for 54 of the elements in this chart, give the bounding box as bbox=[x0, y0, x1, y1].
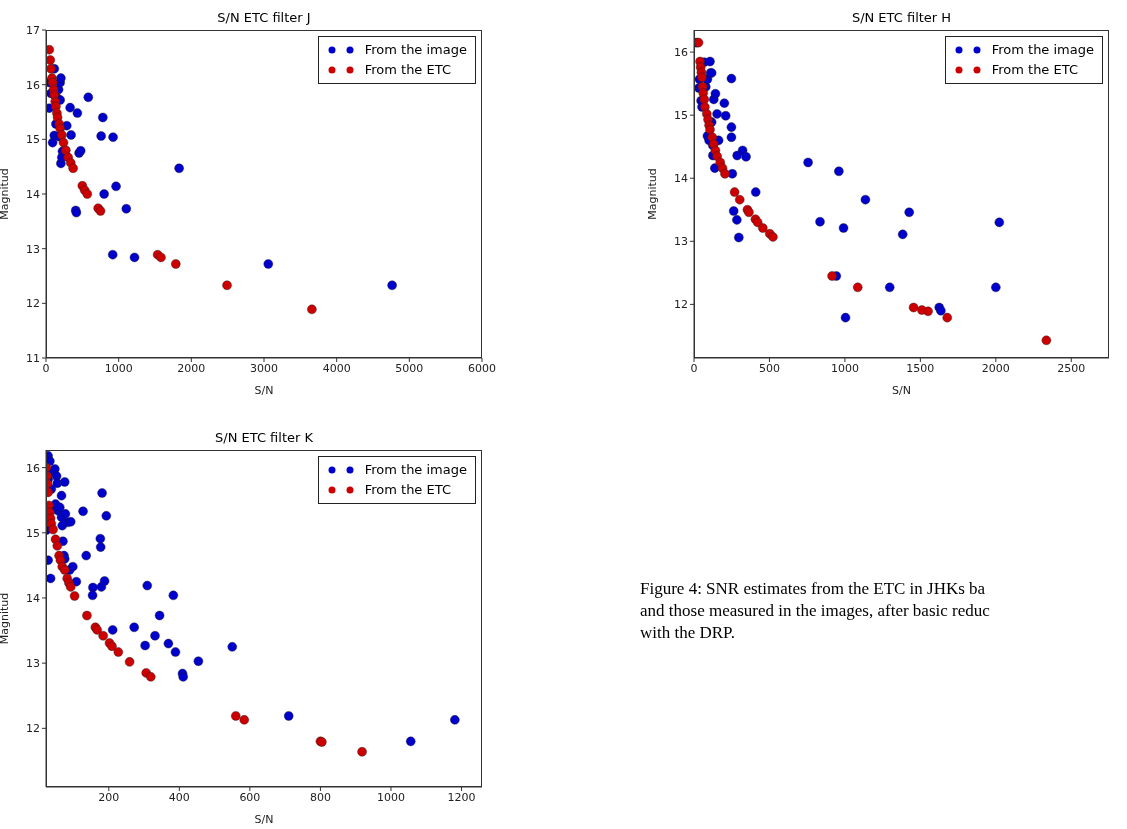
x-tick-label: 4000 bbox=[322, 361, 351, 375]
x-axis-title: S/N bbox=[254, 384, 274, 397]
y-tick-label: 15 bbox=[674, 109, 688, 123]
y-tick-label: 12 bbox=[26, 722, 40, 736]
y-tick-label: 12 bbox=[26, 297, 40, 311]
y-tick-label: 14 bbox=[674, 172, 688, 186]
x-tick-label: 0 bbox=[690, 361, 698, 375]
x-axis-title: S/N bbox=[892, 384, 911, 397]
chart-title: S/N ETC filter J bbox=[216, 10, 312, 25]
x-tick-label: 1500 bbox=[906, 361, 935, 375]
legend-label: From the image bbox=[364, 461, 467, 479]
legend-label: From the ETC bbox=[364, 61, 451, 79]
caption: Figure 4: SNR estimates from the ETC in JHKs ba bbox=[640, 578, 987, 600]
y-axis-title: Magnitud bbox=[0, 168, 11, 220]
x-tick-label: 2500 bbox=[1057, 361, 1086, 375]
x-tick-label: 800 bbox=[309, 790, 331, 804]
legend-label: From the ETC bbox=[364, 481, 451, 499]
x-tick-label: 0 bbox=[42, 361, 50, 375]
x-tick-label: 1000 bbox=[104, 361, 133, 375]
y-tick-label: 14 bbox=[26, 187, 40, 201]
x-tick-label: 1000 bbox=[376, 790, 405, 804]
y-tick-label: 15 bbox=[26, 133, 40, 147]
y-tick-label: 12 bbox=[674, 298, 688, 312]
x-tick-label: 3000 bbox=[250, 361, 278, 375]
y-axis-title: Magnitud bbox=[645, 168, 659, 220]
legend-label: From the image bbox=[991, 41, 1094, 59]
x-tick-label: 5000 bbox=[395, 361, 424, 375]
y-tick-label: 15 bbox=[26, 526, 40, 540]
x-tick-label: 1000 bbox=[830, 361, 859, 375]
y-tick-label: 14 bbox=[26, 591, 40, 605]
y-tick-label: 17 bbox=[26, 23, 40, 37]
chart-title: S/N ETC filter H bbox=[850, 10, 953, 25]
x-tick-label: 400 bbox=[168, 790, 190, 804]
text: with the DRP. bbox=[640, 622, 736, 644]
x-tick-label: 1200 bbox=[447, 790, 476, 804]
x-tick-label: 200 bbox=[98, 790, 120, 804]
y-tick-label: 13 bbox=[26, 657, 40, 671]
legend-label: From the image bbox=[364, 41, 467, 59]
y-tick-label: 16 bbox=[674, 45, 688, 59]
y-tick-label: 13 bbox=[674, 235, 688, 249]
legend-label: From the ETC bbox=[991, 61, 1078, 79]
y-axis-title: Magnitud bbox=[0, 592, 11, 645]
y-tick-label: 16 bbox=[26, 461, 40, 475]
y-tick-label: 11 bbox=[26, 351, 40, 365]
text: and those measured in the images, after basic reduc bbox=[640, 600, 991, 622]
x-tick-label: 500 bbox=[758, 361, 780, 375]
x-tick-label: 600 bbox=[239, 790, 261, 804]
x-tick-label: 2000 bbox=[981, 361, 1010, 375]
y-tick-label: 13 bbox=[26, 242, 40, 256]
y-tick-label: 16 bbox=[26, 78, 40, 92]
x-axis-title: S/N bbox=[254, 813, 274, 826]
chart-title: S/N ETC filter K bbox=[214, 430, 314, 445]
x-tick-label: 6000 bbox=[468, 361, 496, 375]
x-tick-label: 2000 bbox=[177, 361, 206, 375]
